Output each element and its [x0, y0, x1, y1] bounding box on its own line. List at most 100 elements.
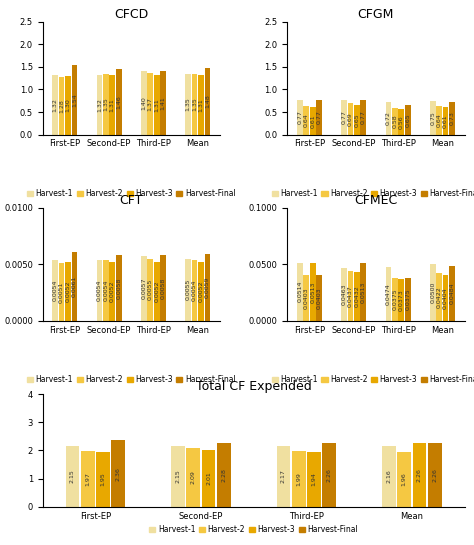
Text: 0.77: 0.77	[342, 110, 346, 124]
Text: 0.0373: 0.0373	[399, 289, 404, 311]
Text: 0.0404: 0.0404	[443, 287, 448, 309]
Bar	[398, 110, 404, 135]
Bar	[322, 443, 336, 507]
Text: 0.77: 0.77	[317, 110, 321, 124]
Text: 0.0375: 0.0375	[392, 289, 397, 311]
Text: 2.15: 2.15	[70, 470, 75, 483]
Bar	[449, 102, 455, 135]
Text: 1.32: 1.32	[53, 98, 58, 112]
Text: 0.0055: 0.0055	[148, 279, 153, 300]
Legend: Harvest-1, Harvest-2, Harvest-3, Harvest-Final: Harvest-1, Harvest-2, Harvest-3, Harvest…	[146, 522, 361, 537]
Bar	[171, 446, 185, 507]
Text: 1.37: 1.37	[148, 97, 153, 111]
Text: 0.58: 0.58	[392, 114, 397, 128]
Text: 0.72: 0.72	[386, 111, 391, 125]
Bar	[307, 452, 321, 507]
Text: 0.61: 0.61	[310, 114, 315, 128]
Bar	[147, 259, 153, 320]
Bar	[443, 275, 448, 320]
Text: 1.41: 1.41	[161, 96, 165, 110]
Text: 1.35: 1.35	[186, 97, 191, 111]
Text: 0.0054: 0.0054	[192, 280, 197, 301]
Text: 1.32: 1.32	[97, 98, 102, 112]
Text: 0.0051: 0.0051	[59, 281, 64, 302]
Bar	[398, 278, 404, 320]
Bar	[385, 102, 392, 135]
Title: CFGM: CFGM	[358, 8, 394, 21]
Bar	[397, 452, 411, 507]
Bar	[217, 443, 231, 507]
Bar	[354, 272, 360, 320]
Bar	[276, 446, 290, 507]
Title: CFT: CFT	[119, 194, 143, 207]
Bar	[185, 74, 191, 135]
Text: 0.0514: 0.0514	[297, 281, 302, 302]
Text: 0.75: 0.75	[430, 111, 435, 125]
Text: 0.73: 0.73	[449, 111, 455, 125]
Text: 0.0432: 0.0432	[355, 286, 359, 307]
Text: 0.0055: 0.0055	[186, 279, 191, 300]
Text: 0.0500: 0.0500	[430, 282, 435, 303]
Text: 0.0513: 0.0513	[310, 281, 315, 302]
Bar	[292, 451, 306, 507]
Bar	[341, 100, 347, 135]
Text: 0.64: 0.64	[304, 113, 309, 127]
Legend: Harvest-1, Harvest-2, Harvest-3, Harvest-Final: Harvest-1, Harvest-2, Harvest-3, Harvest…	[269, 186, 474, 201]
Bar	[361, 263, 366, 320]
Text: 0.0059: 0.0059	[205, 277, 210, 298]
Text: 0.0052: 0.0052	[110, 281, 115, 302]
Bar	[347, 104, 354, 135]
Bar	[191, 260, 198, 320]
Text: 0.0403: 0.0403	[304, 287, 309, 309]
Text: 0.0437: 0.0437	[348, 285, 353, 307]
Bar	[201, 450, 215, 507]
Bar	[160, 255, 166, 320]
Bar	[103, 260, 109, 320]
Bar	[303, 275, 309, 320]
Bar	[297, 263, 303, 320]
Text: 0.0054: 0.0054	[53, 280, 58, 301]
Bar	[428, 443, 442, 507]
Text: 0.61: 0.61	[443, 114, 448, 128]
Text: 0.0054: 0.0054	[97, 280, 102, 301]
Text: 1.99: 1.99	[296, 472, 301, 486]
Text: 0.65: 0.65	[405, 113, 410, 127]
Bar	[310, 263, 316, 320]
Bar	[52, 260, 58, 320]
Text: 1.31: 1.31	[110, 98, 115, 112]
Bar	[52, 75, 58, 135]
Text: 2.17: 2.17	[281, 469, 286, 483]
Bar	[191, 74, 198, 135]
Bar	[96, 452, 110, 507]
Bar	[141, 257, 146, 320]
Text: 0.0375: 0.0375	[405, 289, 410, 311]
Bar	[354, 105, 360, 135]
Bar	[147, 73, 153, 135]
Bar	[116, 255, 122, 320]
Bar	[392, 108, 398, 135]
Title: Total CF Expended: Total CF Expended	[196, 380, 311, 393]
Text: 1.28: 1.28	[59, 99, 64, 113]
Bar	[449, 266, 455, 320]
Text: 0.0057: 0.0057	[141, 278, 146, 299]
Bar	[316, 275, 322, 320]
Bar	[65, 262, 71, 320]
Text: 0.69: 0.69	[348, 112, 353, 126]
Bar	[405, 278, 410, 320]
Bar	[160, 71, 166, 135]
Text: 0.0052: 0.0052	[154, 281, 159, 302]
Text: 0.0052: 0.0052	[65, 281, 71, 302]
Bar	[412, 443, 426, 507]
Text: 0.0054: 0.0054	[103, 280, 109, 301]
Text: 1.48: 1.48	[205, 94, 210, 108]
Text: 0.0484: 0.0484	[449, 283, 455, 304]
Bar	[297, 100, 303, 135]
Bar	[154, 262, 160, 320]
Bar	[109, 76, 115, 135]
Title: CFMEC: CFMEC	[354, 194, 398, 207]
Text: 1.95: 1.95	[100, 473, 106, 486]
Text: 0.65: 0.65	[355, 113, 359, 127]
Text: 1.35: 1.35	[103, 97, 109, 111]
Bar	[59, 263, 64, 320]
Bar	[392, 278, 398, 320]
